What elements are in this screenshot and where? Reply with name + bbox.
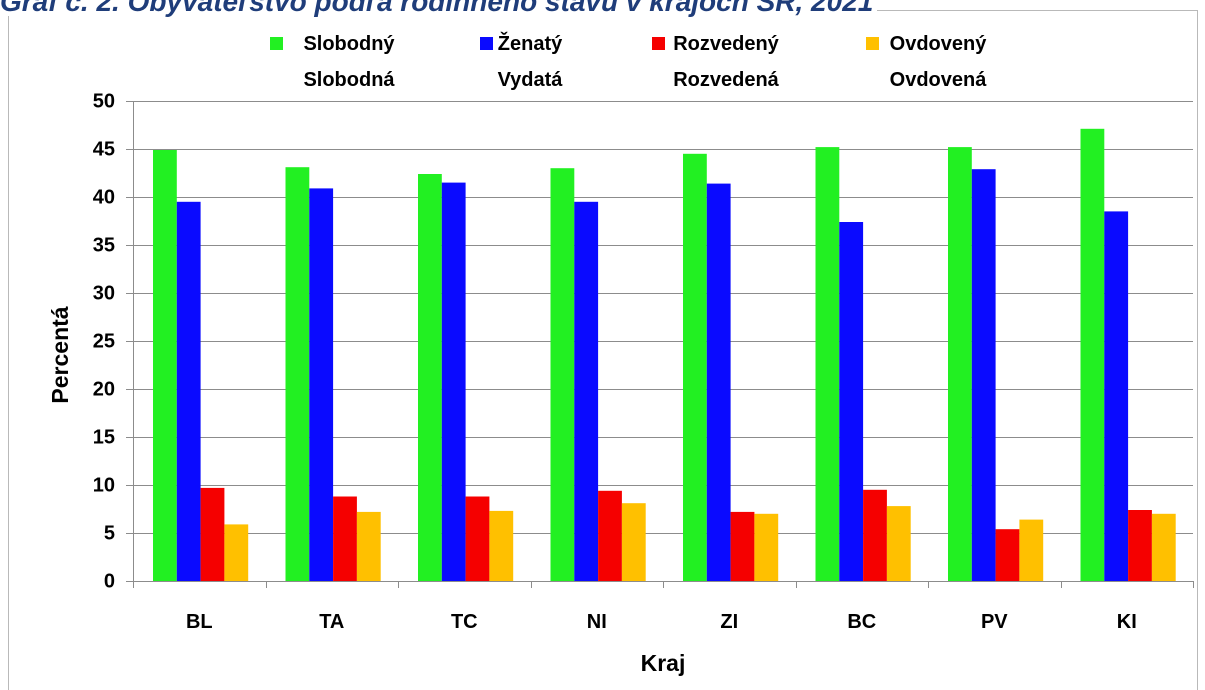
- bar-series-1-zi: [683, 153, 707, 582]
- bar-series-4-bc: [886, 506, 911, 581]
- bar-series-1-tc: [418, 174, 442, 581]
- x-tick-label: TA: [319, 611, 344, 633]
- y-tick-label: 0: [104, 571, 115, 593]
- bar-series-1-pv: [948, 147, 972, 581]
- legend-swatch-series-1: [270, 37, 283, 50]
- bar-series-1-bc: [815, 147, 840, 581]
- bar-series-4-ni: [621, 503, 646, 581]
- bar-series-3-bc: [863, 489, 887, 581]
- y-tick-label: 45: [93, 139, 115, 161]
- x-tick-label: TC: [451, 611, 478, 633]
- legend-label-series-3: Rozvedený Rozvedená: [673, 33, 779, 91]
- bar-series-1-ki: [1080, 128, 1105, 582]
- legend-label-series-1: Slobodný Slobodná: [303, 33, 395, 91]
- x-tick-label: BC: [847, 611, 876, 633]
- chart-title: Graf č. 2. Obyvateľstvo podľa rodinného …: [0, 0, 878, 16]
- y-tick-label: 50: [93, 91, 115, 113]
- bar-series-3-zi: [730, 511, 755, 581]
- bar-series-2-bc: [839, 222, 864, 581]
- legend-swatch-series-2: [480, 37, 493, 50]
- y-tick-label: 15: [93, 427, 115, 449]
- bar-series-2-bl: [176, 201, 201, 582]
- bar-series-2-ki: [1104, 211, 1129, 581]
- bar-series-2-zi: [706, 183, 731, 581]
- y-tick-label: 35: [93, 235, 115, 257]
- y-tick-label: 40: [93, 187, 115, 209]
- bar-series-4-zi: [754, 513, 779, 581]
- x-tick-label: BL: [186, 611, 213, 633]
- legend-swatch-series-3: [652, 37, 665, 50]
- bar-series-1-ni: [550, 168, 575, 581]
- x-tick-label: NI: [587, 611, 607, 633]
- legend-swatch-series-4: [866, 37, 879, 50]
- bar-series-1-bl: [153, 150, 177, 581]
- bar-series-4-ki: [1151, 513, 1176, 581]
- bar-series-3-pv: [995, 529, 1020, 581]
- bar-series-2-pv: [971, 169, 996, 581]
- bar-series-2-ta: [309, 188, 334, 581]
- y-axis-title: Percentá: [47, 306, 73, 404]
- x-tick-label: ZI: [720, 611, 738, 633]
- bar-series-4-ta: [356, 511, 381, 581]
- bar-series-3-bl: [200, 487, 225, 581]
- bar-series-2-ni: [574, 201, 599, 582]
- bar-series-2-tc: [441, 182, 466, 581]
- y-tick-label: 10: [93, 475, 115, 497]
- x-tick-label: KI: [1117, 611, 1137, 633]
- x-tick-label: PV: [981, 611, 1008, 633]
- bar-series-3-ni: [598, 490, 622, 581]
- legend-label-series-4: Ovdovený Ovdovená: [889, 33, 987, 91]
- y-tick-label: 25: [93, 331, 115, 353]
- legend-label-series-2: Ženatý Vydatá: [497, 33, 563, 91]
- y-tick-label: 5: [104, 523, 115, 545]
- bar-series-3-tc: [465, 496, 490, 581]
- bar-series-4-tc: [489, 510, 514, 581]
- x-axis-title: Kraj: [640, 650, 686, 676]
- bar-series-1-ta: [285, 167, 310, 581]
- y-tick-label: 30: [93, 283, 115, 305]
- y-tick-label: 20: [93, 379, 115, 401]
- bar-series-3-ki: [1128, 510, 1152, 581]
- bar-series-4-pv: [1019, 519, 1044, 581]
- bar-series-4-bl: [224, 524, 249, 581]
- bar-series-3-ta: [333, 496, 357, 581]
